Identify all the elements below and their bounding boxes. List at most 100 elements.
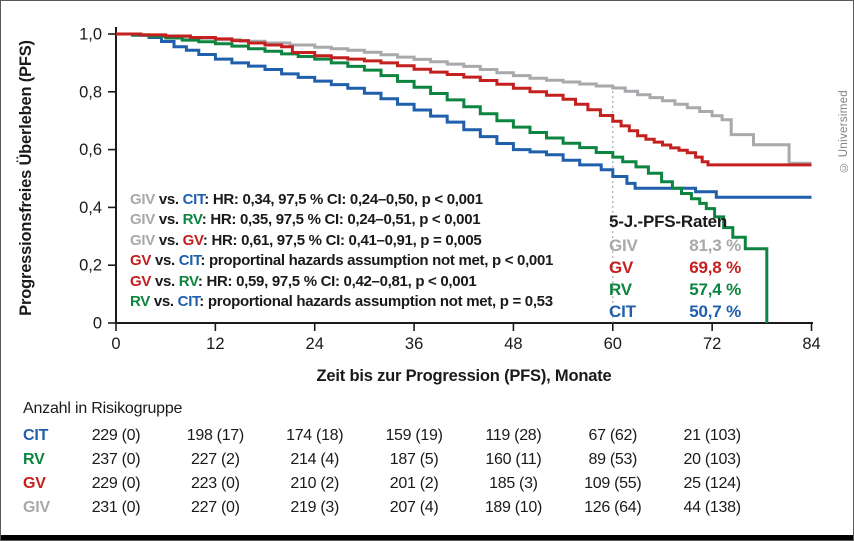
y-axis-title: Progressionsfreies Überleben (PFS): [16, 40, 35, 316]
annotation-text: : HR: 0,59, 97,5 % CI: 0,42–0,81, p < 0,…: [197, 272, 477, 290]
y-tick-label: 1,0: [79, 26, 102, 44]
y-tick-label: 0,6: [79, 141, 102, 159]
y-tick-label: 0,2: [79, 257, 102, 275]
hazard-ratio-annotations: GIV vs. CIT: HR: 0,34, 97,5 % CI: 0,24–0…: [130, 190, 553, 312]
legend-title: 5-J.-PFS-Raten: [609, 212, 728, 231]
copyright-watermark: © Universimed: [838, 89, 850, 173]
curve-cit: [116, 32, 812, 199]
risk-cell: 207 (4): [389, 499, 439, 516]
axes: 1,0 0,8 0,6 0,4 0,2 00 12 24 36 48 60 72 84: [79, 26, 821, 354]
annotation-text: : HR: 0,34, 97,5 % CI: 0,24–0,50, p < 0,…: [204, 191, 483, 208]
legend-rate-value: 69,8 %: [689, 258, 741, 277]
risk-cell: 159 (19): [385, 427, 443, 444]
legend-row-cit: CIT 50,7 %: [609, 301, 741, 323]
risk-row-label-giv: GIV: [23, 499, 50, 516]
risk-cell: 223 (0): [191, 475, 240, 492]
risk-cell: 21 (103): [683, 427, 742, 444]
risk-cell: 44 (138): [683, 499, 742, 516]
risk-cell: 25 (124): [683, 475, 742, 492]
annotation-text: vs.: [154, 191, 183, 208]
risk-row-label-cit: CIT: [23, 427, 49, 444]
risk-cell: 189 (10): [484, 499, 543, 516]
legend-series-label: CIT: [609, 302, 636, 321]
legend-rate-value: 81,3 %: [689, 236, 741, 255]
annotation-text: : HR: 0,35, 97,5 % CI: 0,24–0,51, p < 0,…: [201, 211, 481, 229]
legend-series-label: GV: [609, 258, 634, 277]
group-label-rv: RV: [182, 211, 202, 229]
survival-curves: [116, 32, 812, 323]
annotation-text: vs.: [154, 211, 183, 229]
x-axis-title: Zeit bis zur Progression (PFS), Monate: [317, 367, 612, 385]
risk-cell: 237 (0): [91, 451, 141, 468]
group-label-gv: GV: [182, 231, 204, 249]
risk-row-label-rv: RV: [23, 451, 45, 468]
annotation-line: GV vs. RV: HR: 0,59, 97,5 % CI: 0,42–0,8…: [130, 272, 553, 292]
risk-cell: 160 (11): [485, 451, 542, 468]
legend-rows: GIV 81,3 % GV 69,8 % RV 57,4 % CIT 50,7 %: [609, 235, 741, 323]
legend-series-label: RV: [609, 280, 632, 299]
x-tick-label: 36: [405, 335, 423, 353]
legend-row-giv: GIV 81,3 %: [609, 235, 741, 257]
legend-row-gv: GV 69,8 %: [609, 257, 741, 279]
risk-cell: 219 (3): [290, 499, 340, 516]
bottom-border-bar: [1, 535, 853, 540]
risk-cell: 229 (0): [91, 475, 141, 492]
group-label-gv: GV: [130, 252, 152, 270]
risk-cell: 67 (62): [588, 427, 638, 444]
annotation-text: vs.: [151, 252, 179, 270]
y-tick-label: 0: [93, 315, 102, 333]
risk-cell: 174 (18): [286, 427, 344, 444]
group-label-rv: RV: [178, 272, 198, 290]
annotation-line: GIV vs. CIT: HR: 0,34, 97,5 % CI: 0,24–0…: [130, 190, 553, 210]
risk-cell: 185 (3): [489, 475, 538, 492]
risk-cell: 187 (5): [389, 451, 439, 468]
legend-rate-value: 57,4 %: [689, 280, 741, 299]
legend-rate-value: 50,7 %: [689, 302, 741, 321]
annotation-text: : HR: 0,61, 97,5 % CI: 0,41–0,91, p = 0,…: [202, 231, 482, 249]
legend-row-rv: RV 57,4 %: [609, 279, 741, 301]
curve-giv: [116, 32, 812, 165]
curve-rv: [116, 32, 769, 323]
group-label-gv: GV: [130, 272, 152, 290]
x-tick-label: 72: [703, 335, 721, 353]
x-tick-label: 24: [306, 335, 324, 353]
annotation-line: GIV vs. GV: HR: 0,61, 97,5 % CI: 0,41–0,…: [130, 231, 553, 251]
group-label-giv: GIV: [130, 191, 155, 208]
risk-cell: 227 (2): [191, 451, 240, 468]
y-tick-label: 0,8: [79, 83, 102, 101]
group-label-giv: GIV: [130, 231, 155, 249]
risk-cell: 229 (0): [91, 427, 141, 444]
group-label-rv: RV: [130, 292, 150, 310]
x-tick-label: 60: [604, 335, 622, 353]
risk-cell: 214 (4): [290, 451, 340, 468]
x-tick-label: 0: [111, 335, 120, 353]
risk-cell: 109 (55): [584, 475, 642, 492]
risk-cell: 198 (17): [186, 427, 245, 444]
group-label-cit: CIT: [182, 191, 205, 208]
risk-cell: 231 (0): [91, 499, 141, 516]
risk-cell: 89 (53): [588, 451, 638, 468]
risk-cell: 227 (0): [191, 499, 240, 516]
pfs-rates-legend: 5-J.-PFS-Raten GIV 81,3 % GV 69,8 % RV 57,4 %…: [609, 212, 741, 323]
group-label-cit: CIT: [177, 292, 200, 310]
risk-cell: 210 (2): [290, 475, 340, 492]
y-tick-label: 0,4: [79, 199, 102, 217]
annotation-text: vs.: [151, 272, 179, 290]
annotation-text: vs.: [149, 292, 178, 310]
risk-cell: 201 (2): [389, 475, 439, 492]
curve-gv: [116, 32, 812, 167]
group-label-giv: GIV: [130, 211, 155, 229]
risk-cell: 20 (103): [683, 451, 742, 468]
risk-cell: 126 (64): [584, 499, 642, 516]
legend-series-label: GIV: [609, 236, 638, 255]
risk-cell: 119 (28): [485, 427, 542, 444]
x-tick-label: 84: [802, 335, 820, 353]
risk-row-label-gv: GV: [23, 475, 46, 492]
km-plot-area: 1,0 0,8 0,6 0,4 0,2 00 12 24 36 48 60 72 84 Zeit bis…: [16, 26, 821, 386]
x-tick-label: 12: [206, 335, 224, 353]
annotation-line: GIV vs. RV: HR: 0,35, 97,5 % CI: 0,24–0,…: [130, 210, 553, 230]
group-label-cit: CIT: [178, 252, 201, 270]
risk-table-title: Anzahl in Risikogruppe: [23, 400, 183, 417]
